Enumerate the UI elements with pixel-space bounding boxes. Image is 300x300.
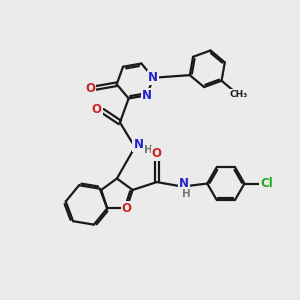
Text: H: H bbox=[182, 189, 190, 199]
Text: N: N bbox=[179, 177, 189, 190]
Text: N: N bbox=[148, 71, 158, 84]
Text: O: O bbox=[92, 103, 101, 116]
Text: H: H bbox=[144, 145, 153, 155]
Text: CH₃: CH₃ bbox=[229, 90, 248, 99]
Text: O: O bbox=[122, 202, 132, 215]
Text: N: N bbox=[142, 89, 152, 102]
Text: N: N bbox=[134, 138, 143, 151]
Text: O: O bbox=[85, 82, 95, 95]
Text: O: O bbox=[152, 147, 162, 160]
Text: Cl: Cl bbox=[260, 177, 273, 190]
